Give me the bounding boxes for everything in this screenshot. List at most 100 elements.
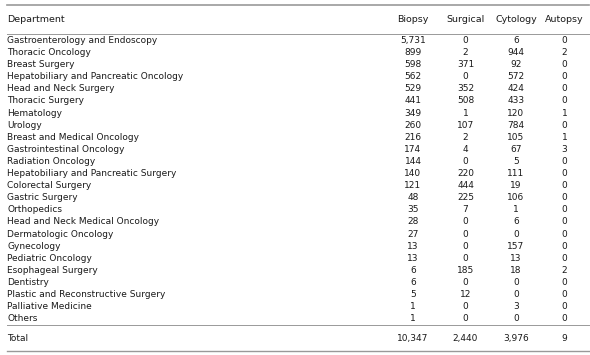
Text: 899: 899 [404,48,422,57]
Text: 0: 0 [562,181,568,190]
Text: 1: 1 [562,109,568,118]
Text: Breast Surgery: Breast Surgery [7,60,74,69]
Text: 0: 0 [562,36,568,45]
Text: 441: 441 [405,97,421,105]
Text: 1: 1 [463,109,468,118]
Text: 0: 0 [463,242,468,251]
Text: Dentistry: Dentistry [7,278,49,287]
Text: Gastrointestinal Oncology: Gastrointestinal Oncology [7,145,124,154]
Text: 92: 92 [510,60,522,69]
Text: 0: 0 [562,72,568,81]
Text: Surgical: Surgical [447,15,484,24]
Text: 1: 1 [410,302,416,311]
Text: Colorectal Surgery: Colorectal Surgery [7,181,91,190]
Text: 120: 120 [507,109,525,118]
Text: 944: 944 [507,48,525,57]
Text: 225: 225 [457,193,474,202]
Text: Thoracic Oncology: Thoracic Oncology [7,48,91,57]
Text: Hepatobiliary and Pancreatic Surgery: Hepatobiliary and Pancreatic Surgery [7,169,176,178]
Text: 0: 0 [562,254,568,263]
Text: 598: 598 [404,60,422,69]
Text: Biopsy: Biopsy [397,15,429,24]
Text: 572: 572 [507,72,525,81]
Text: 185: 185 [457,266,474,275]
Text: 13: 13 [407,254,419,263]
Text: 5,731: 5,731 [400,36,426,45]
Text: 10,347: 10,347 [397,334,429,343]
Text: 0: 0 [562,314,568,323]
Text: Urology: Urology [7,121,42,130]
Text: Orthopedics: Orthopedics [7,206,62,214]
Text: 67: 67 [510,145,522,154]
Text: Hepatobiliary and Pancreatic Oncology: Hepatobiliary and Pancreatic Oncology [7,72,183,81]
Text: 433: 433 [507,97,525,105]
Text: 6: 6 [410,278,416,287]
Text: Head and Neck Medical Oncology: Head and Neck Medical Oncology [7,218,159,226]
Text: Thoracic Surgery: Thoracic Surgery [7,97,84,105]
Text: 260: 260 [404,121,422,130]
Text: 2: 2 [562,266,568,275]
Text: 105: 105 [507,133,525,142]
Text: 508: 508 [457,97,474,105]
Text: 0: 0 [463,302,468,311]
Text: 1: 1 [410,314,416,323]
Text: Plastic and Reconstructive Surgery: Plastic and Reconstructive Surgery [7,290,165,299]
Text: Gastric Surgery: Gastric Surgery [7,193,78,202]
Text: Gastroenterology and Endoscopy: Gastroenterology and Endoscopy [7,36,158,45]
Text: 0: 0 [562,60,568,69]
Text: 0: 0 [513,290,519,299]
Text: 3: 3 [562,145,568,154]
Text: 2: 2 [562,48,568,57]
Text: 0: 0 [562,193,568,202]
Text: 6: 6 [513,218,519,226]
Text: 5: 5 [513,157,519,166]
Text: Breast and Medical Oncology: Breast and Medical Oncology [7,133,139,142]
Text: 0: 0 [463,218,468,226]
Text: 220: 220 [457,169,474,178]
Text: 0: 0 [562,302,568,311]
Text: 349: 349 [404,109,422,118]
Text: 0: 0 [562,206,568,214]
Text: 111: 111 [507,169,525,178]
Text: 352: 352 [457,84,474,93]
Text: 13: 13 [510,254,522,263]
Text: 121: 121 [404,181,422,190]
Text: 0: 0 [562,278,568,287]
Text: Cytology: Cytology [495,15,537,24]
Text: 107: 107 [457,121,474,130]
Text: 18: 18 [510,266,522,275]
Text: 28: 28 [407,218,419,226]
Text: Head and Neck Surgery: Head and Neck Surgery [7,84,114,93]
Text: Pediatric Oncology: Pediatric Oncology [7,254,92,263]
Text: 444: 444 [457,181,474,190]
Text: Esophageal Surgery: Esophageal Surgery [7,266,98,275]
Text: 0: 0 [513,230,519,239]
Text: Dermatologic Oncology: Dermatologic Oncology [7,230,113,239]
Text: 0: 0 [562,218,568,226]
Text: 3: 3 [513,302,519,311]
Text: 5: 5 [410,290,416,299]
Text: 0: 0 [463,72,468,81]
Text: 0: 0 [562,290,568,299]
Text: 0: 0 [463,278,468,287]
Text: Gynecology: Gynecology [7,242,61,251]
Text: 216: 216 [404,133,422,142]
Text: 0: 0 [562,121,568,130]
Text: Palliative Medicine: Palliative Medicine [7,302,92,311]
Text: 1: 1 [513,206,519,214]
Text: 2,440: 2,440 [453,334,478,343]
Text: 140: 140 [404,169,422,178]
Text: 106: 106 [507,193,525,202]
Text: 6: 6 [513,36,519,45]
Text: 35: 35 [407,206,419,214]
Text: 371: 371 [457,60,474,69]
Text: 13: 13 [407,242,419,251]
Text: 3,976: 3,976 [503,334,529,343]
Text: 0: 0 [463,314,468,323]
Text: 0: 0 [562,97,568,105]
Text: 0: 0 [513,278,519,287]
Text: 157: 157 [507,242,525,251]
Text: 0: 0 [513,314,519,323]
Text: 2: 2 [463,133,468,142]
Text: Radiation Oncology: Radiation Oncology [7,157,96,166]
